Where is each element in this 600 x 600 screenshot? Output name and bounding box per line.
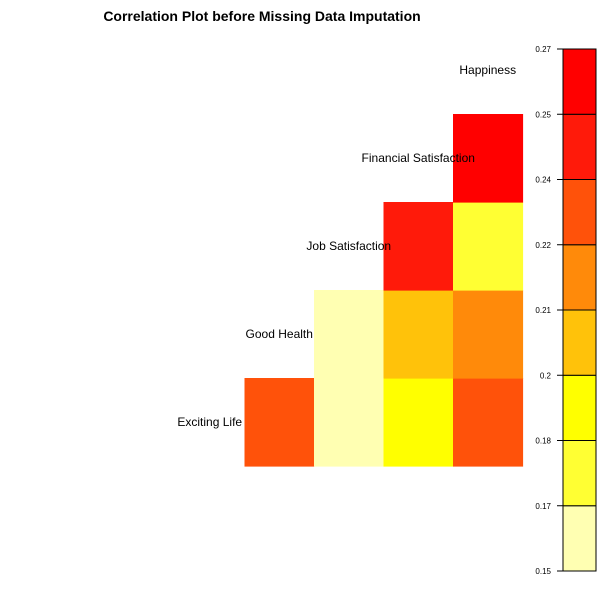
label-good-health: Good Health (246, 327, 313, 341)
legend-tick-label-5: 0.22 (535, 241, 551, 250)
cell-job-satisfaction-financial-satisfaction (383, 202, 454, 291)
cell-exciting-life-financial-satisfaction (383, 378, 454, 467)
legend-tick-label-2: 0.18 (535, 437, 551, 446)
legend-swatch-5 (562, 179, 597, 246)
legend-tick-label-0: 0.15 (535, 567, 551, 576)
legend-tick-label-1: 0.17 (535, 502, 551, 511)
cell-exciting-life-good-health (244, 378, 315, 467)
legend-swatch-4 (562, 244, 597, 311)
legend-tick-label-8: 0.27 (535, 45, 551, 54)
legend-tick-label-3: 0.2 (540, 371, 552, 380)
label-job-satisfaction: Job Satisfaction (306, 239, 391, 253)
legend-tick-label-4: 0.21 (535, 306, 551, 315)
color-legend: 0.15 0.17 0.18 0.2 0.21 0.22 0.24 0.25 0.27 (535, 45, 597, 576)
legend-swatch-7 (562, 48, 597, 115)
cell-financial-satisfaction-happiness (453, 114, 524, 203)
label-exciting-life: Exciting Life (177, 415, 242, 429)
legend-tick-label-6: 0.24 (535, 176, 551, 185)
legend-swatch-1 (562, 440, 597, 507)
cell-exciting-life-job-satisfaction (314, 378, 385, 467)
variable-labels: Exciting Life Good Health Job Satisfaction… (177, 63, 516, 429)
legend-swatch-0 (562, 505, 597, 572)
cell-good-health-financial-satisfaction (383, 290, 454, 379)
legend-swatch-3 (562, 309, 597, 376)
cell-exciting-life-happiness (453, 378, 524, 467)
cell-good-health-job-satisfaction (314, 290, 385, 379)
label-financial-satisfaction: Financial Satisfaction (362, 151, 475, 165)
cell-good-health-happiness (453, 290, 524, 379)
label-happiness: Happiness (459, 63, 516, 77)
heatmap-cells (244, 114, 524, 467)
legend-swatch-6 (562, 113, 597, 180)
legend-tick-label-7: 0.25 (535, 110, 551, 119)
legend-swatch-2 (562, 374, 597, 441)
chart-title: Correlation Plot before Missing Data Imp… (103, 8, 420, 24)
cell-job-satisfaction-happiness (453, 202, 524, 291)
